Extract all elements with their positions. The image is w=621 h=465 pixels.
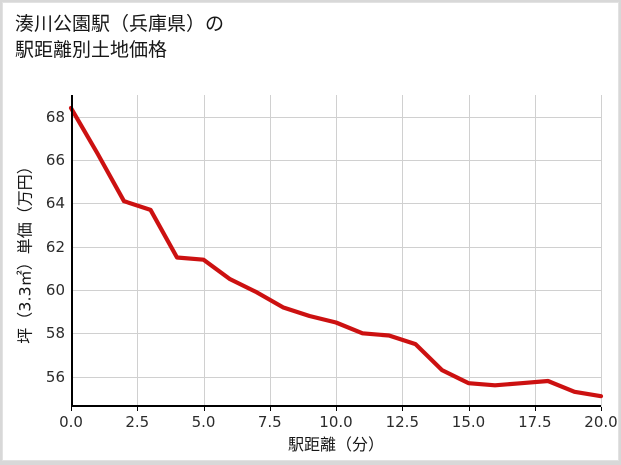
x-tick-mark-2.5 [137, 407, 139, 411]
y-tick-label-58: 58 [45, 324, 65, 343]
y-tick-label-66: 66 [45, 151, 65, 169]
x-tick-label-12.5: 12.5 [385, 413, 419, 431]
x-tick-mark-20 [601, 407, 602, 411]
x-tick-mark-15 [468, 407, 470, 411]
y-tick-label-62: 62 [45, 237, 65, 256]
x-tick-label-0: 0.0 [59, 413, 83, 431]
plot-area: 56 58 60 62 64 66 68 0.0 2.5 5.0 7.5 10.0 12.5 15.0 1… [46, 95, 618, 431]
x-tick-mark-12.5 [402, 407, 404, 411]
x-tick-label-10: 10.0 [319, 413, 353, 431]
x-tick-mark-5 [203, 407, 205, 411]
y-axis-title: 坪（3.3㎡）単価（万円） [16, 158, 36, 344]
gridline-x-15 [468, 95, 470, 407]
gridline-x-12.5 [402, 95, 404, 407]
land-price-line [68, 105, 604, 399]
chart-title-line1: 湊川公園駅（兵庫県）の [15, 13, 225, 35]
data-line-series [68, 105, 604, 399]
chart-title: 湊川公園駅（兵庫県）の 駅距離別土地価格 [15, 11, 224, 63]
x-axis-line [71, 405, 601, 407]
x-tick-label-2.5: 2.5 [125, 413, 150, 431]
y-tick-label-64: 64 [45, 194, 65, 213]
x-tick-label-17.5: 17.5 [518, 413, 552, 431]
x-axis-title: 駅距離（分） [287, 435, 384, 454]
x-tick-label-5: 5.0 [191, 413, 216, 431]
gridline-x-7.5 [269, 95, 271, 407]
chart-title-line2: 駅距離別土地価格 [15, 39, 168, 61]
x-tick-label-20: 20.0 [584, 413, 618, 431]
x-tick-mark-10 [336, 407, 337, 411]
gridline-x-5 [203, 95, 205, 407]
y-tick-label-60: 60 [45, 281, 65, 299]
y-axis-line [71, 95, 73, 407]
y-tick-label-56: 56 [45, 367, 65, 386]
gridline-x-10 [336, 95, 337, 407]
x-tick-label-15: 15.0 [451, 413, 486, 431]
y-tick-label-68: 68 [45, 107, 65, 126]
x-tick-mark-17.5 [534, 407, 536, 411]
gridline-x-20 [601, 95, 602, 407]
gridline-x-2.5 [137, 95, 139, 407]
x-tick-label-7.5: 7.5 [257, 413, 282, 431]
x-tick-mark-0 [71, 407, 72, 411]
gridline-x-17.5 [534, 95, 536, 407]
x-tick-mark-7.5 [269, 407, 271, 411]
